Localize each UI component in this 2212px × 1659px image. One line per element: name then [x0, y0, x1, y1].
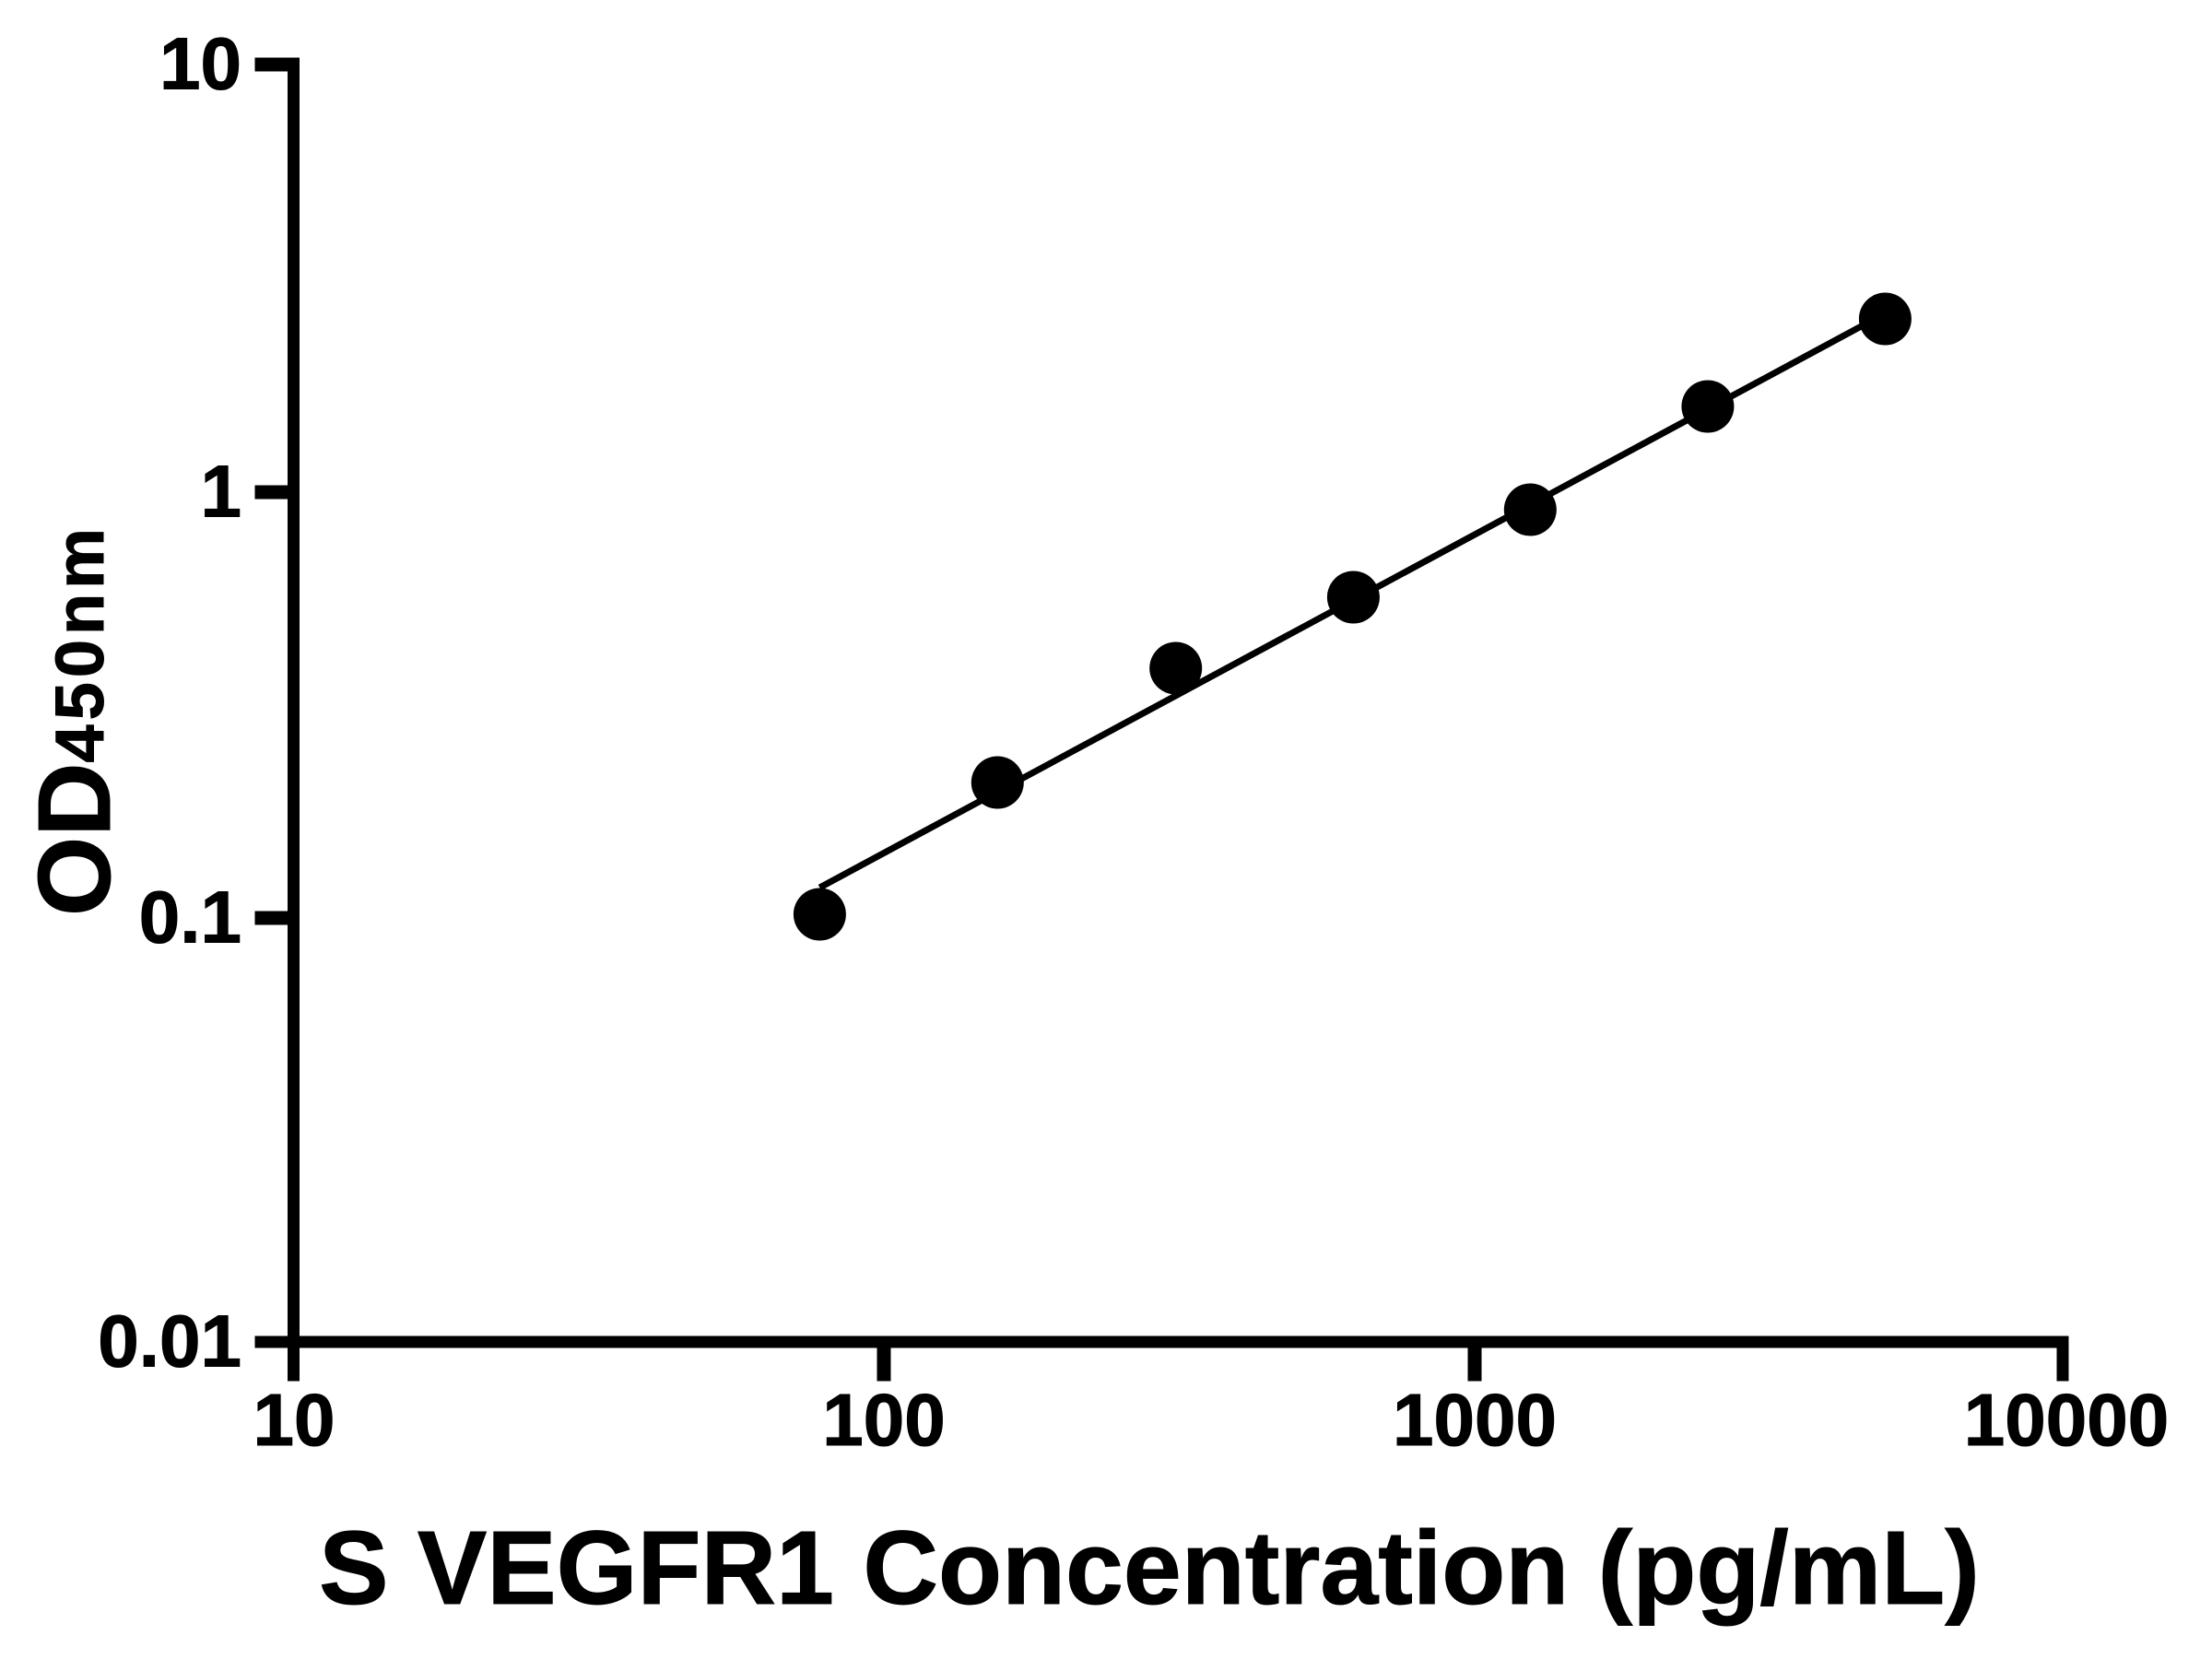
- svg-text:S VEGFR1 Concentration (pg/mL): S VEGFR1 Concentration (pg/mL): [319, 1510, 1980, 1626]
- svg-text:1000: 1000: [1393, 1379, 1557, 1461]
- svg-text:100: 100: [822, 1379, 945, 1461]
- svg-text:10: 10: [253, 1379, 335, 1461]
- svg-text:0.1: 0.1: [139, 877, 241, 959]
- svg-text:0.01: 0.01: [98, 1300, 241, 1382]
- svg-text:1: 1: [201, 451, 242, 533]
- svg-text:10000: 10000: [1964, 1379, 2169, 1461]
- svg-text:OD450nm: OD450nm: [18, 524, 132, 916]
- svg-text:10: 10: [159, 23, 241, 105]
